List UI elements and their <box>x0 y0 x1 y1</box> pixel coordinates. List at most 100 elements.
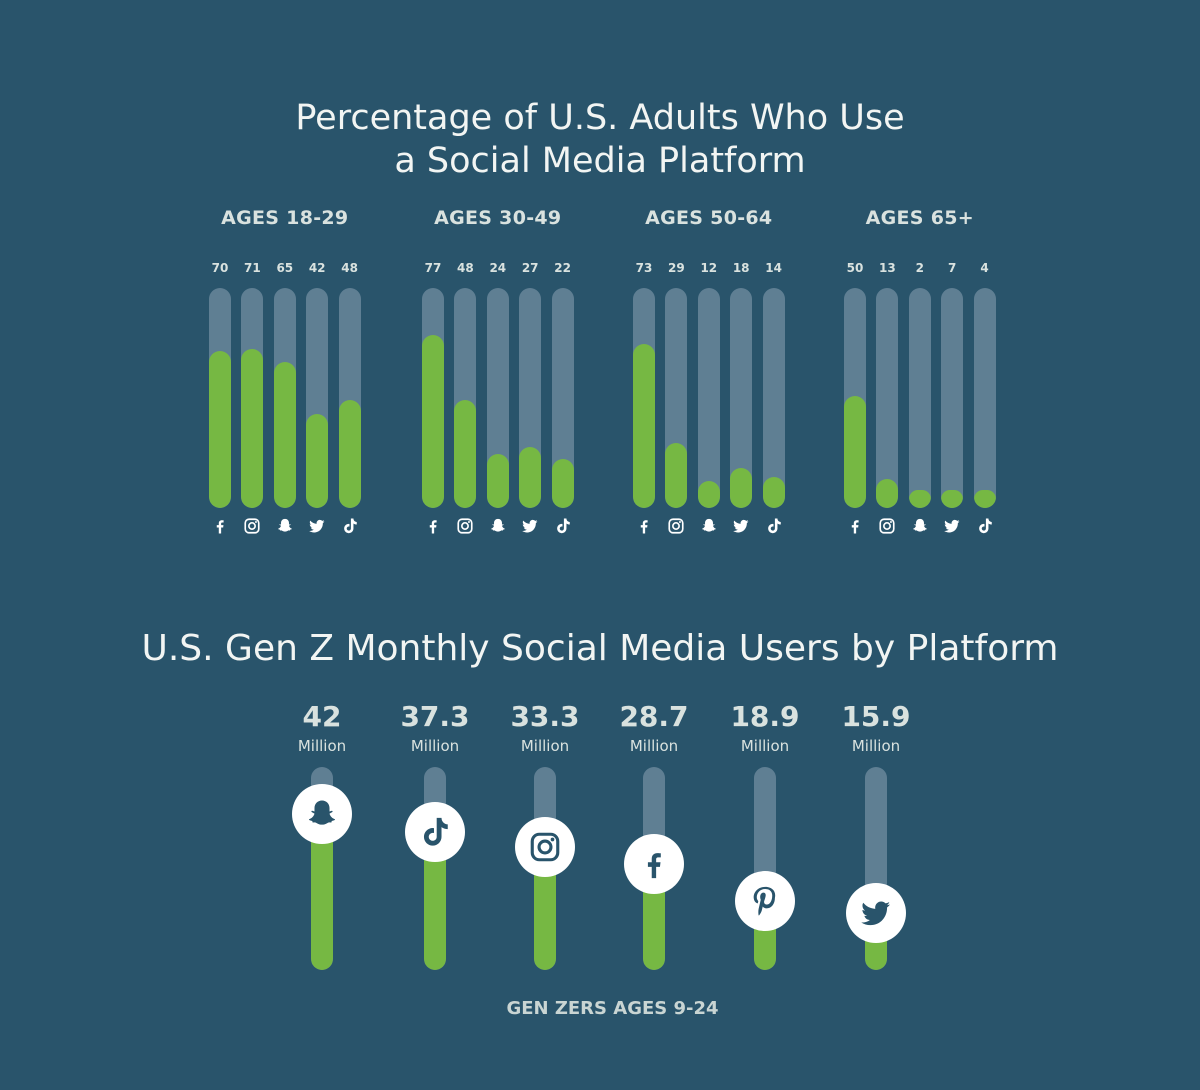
value-label: 42 <box>302 700 342 733</box>
group-label: AGES 50-64 <box>645 207 773 229</box>
bar-fill-facebook <box>633 344 655 508</box>
snapchat-icon <box>276 517 294 535</box>
group-label: AGES 65+ <box>865 207 974 229</box>
bar-track <box>844 288 866 508</box>
value-label: 18.9 <box>730 700 800 733</box>
bar-track <box>941 288 964 508</box>
bar-track <box>665 288 688 508</box>
bar-fill-tiktok <box>762 476 785 508</box>
bar-fill-snapchat <box>311 813 333 970</box>
bar-fill-snapchat <box>486 454 509 508</box>
tiktok-icon <box>765 517 783 535</box>
value-label: 18 <box>732 261 750 275</box>
value-label: 37.3 <box>400 700 470 733</box>
bar-track <box>876 288 899 508</box>
value-label: 12 <box>700 261 718 275</box>
bar-track <box>422 288 444 508</box>
facebook-icon <box>635 517 653 535</box>
bar-fill-twitter <box>941 490 964 508</box>
value-label: 7 <box>948 261 957 275</box>
bar-track <box>454 288 477 508</box>
value-label: 29 <box>668 261 685 275</box>
value-label: 77 <box>424 261 442 275</box>
bar-track <box>486 288 509 508</box>
bar-track <box>697 288 720 508</box>
bar-fill-instagram <box>454 400 477 508</box>
facebook-icon <box>211 517 229 535</box>
title-line-2: a Social Media Platform <box>394 141 806 181</box>
bar-track <box>424 767 446 970</box>
twitter-icon <box>943 517 961 535</box>
bar-track <box>754 767 776 970</box>
value-label: 24 <box>489 261 507 275</box>
snapchat-icon <box>911 517 929 535</box>
bar-fill-snapchat <box>273 362 296 508</box>
value-label: 14 <box>765 261 782 275</box>
instagram-icon <box>667 517 685 535</box>
bar-track <box>519 288 542 508</box>
value-label: 65 <box>276 261 294 275</box>
bar-fill-instagram <box>534 846 556 970</box>
bar-track <box>241 288 264 508</box>
facebook-icon <box>624 834 684 895</box>
unit-label: Million <box>740 737 790 755</box>
value-label: 13 <box>879 261 896 275</box>
bar-fill-tiktok <box>338 400 361 508</box>
value-label: 48 <box>457 261 474 275</box>
bar-fill-facebook <box>209 350 231 508</box>
value-label: 33.3 <box>510 700 580 733</box>
value-label: 22 <box>554 261 571 275</box>
value-label: 27 <box>521 261 539 275</box>
facebook-icon <box>424 517 442 535</box>
bar-fill-instagram <box>665 442 688 508</box>
bar-fill-tiktok <box>424 831 446 970</box>
bar-track <box>730 288 753 508</box>
instagram-icon <box>878 517 896 535</box>
value-label: 48 <box>341 261 358 275</box>
bar-fill-twitter <box>519 447 542 508</box>
tiktok-icon <box>976 517 994 535</box>
twitter-icon <box>521 517 539 535</box>
bar-fill-instagram <box>876 478 899 508</box>
instagram-icon <box>243 517 261 535</box>
value-label: 70 <box>211 261 229 275</box>
title-line-1: Percentage of U.S. Adults Who Use <box>295 98 905 138</box>
value-label: 42 <box>308 261 326 275</box>
twitter-icon <box>732 517 750 535</box>
tiktok-icon <box>341 517 359 535</box>
instagram-icon <box>456 517 474 535</box>
footer-label: GEN ZERS AGES 9-24 <box>506 998 719 1019</box>
tiktok-icon <box>405 801 465 862</box>
facebook-icon <box>846 517 864 535</box>
bar-fill-tiktok <box>551 458 574 508</box>
bar-fill-tiktok <box>973 490 996 508</box>
bar-fill-snapchat <box>908 490 931 508</box>
bar-track <box>209 288 231 508</box>
snapchat-icon <box>489 517 507 535</box>
unit-label: Million <box>851 737 901 755</box>
bar-track <box>762 288 785 508</box>
bar-track <box>306 288 329 508</box>
twitter-icon <box>846 882 906 943</box>
unit-label: Million <box>520 737 570 755</box>
bar-fill-instagram <box>241 348 264 508</box>
value-label: 2 <box>915 261 924 275</box>
bar-track <box>551 288 574 508</box>
pinterest-icon <box>735 871 795 932</box>
bar-fill-twitter <box>306 413 329 508</box>
group-label: AGES 18-29 <box>221 207 349 229</box>
snapchat-icon <box>292 783 352 844</box>
chart-title-genz: U.S. Gen Z Monthly Social Media Users by… <box>141 628 1059 669</box>
bar-fill-twitter <box>730 467 753 508</box>
bar-fill-snapchat <box>697 481 720 508</box>
value-label: 15.9 <box>841 700 911 733</box>
twitter-icon <box>308 517 326 535</box>
bar-track <box>273 288 296 508</box>
bar-track <box>908 288 931 508</box>
value-label: 73 <box>635 261 653 275</box>
value-label: 28.7 <box>619 700 689 733</box>
bar-fill-facebook <box>422 335 444 508</box>
unit-label: Million <box>297 737 347 755</box>
unit-label: Million <box>629 737 679 755</box>
bar-fill-facebook <box>844 395 866 508</box>
